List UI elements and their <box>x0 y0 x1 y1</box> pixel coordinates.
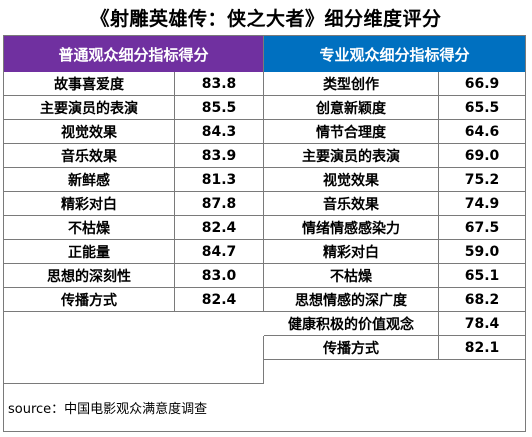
general-score-row: 故事喜爱度 83.8 <box>4 72 264 96</box>
professional-score-row: 创意新颖度 65.5 <box>264 96 525 120</box>
metric-name: 不枯燥 <box>4 216 175 239</box>
metric-score: 69.0 <box>464 147 500 164</box>
metric-score: 66.9 <box>464 75 500 92</box>
metric-name: 情节合理度 <box>264 120 439 143</box>
professional-score-row: 音乐效果 74.9 <box>264 192 525 216</box>
professional-audience-header: 专业观众细分指标得分 <box>264 36 525 72</box>
metric-score: 65.1 <box>464 267 500 284</box>
professional-score-row: 精彩对白 59.0 <box>264 240 525 264</box>
metric-score: 81.3 <box>175 168 264 191</box>
metric-name: 精彩对白 <box>264 240 439 263</box>
empty-cell <box>4 336 264 384</box>
metric-score: 84.3 <box>175 120 264 143</box>
metric-name: 健康积极的价值观念 <box>264 312 439 335</box>
metric-name: 故事喜爱度 <box>4 72 175 95</box>
professional-score-row: 类型创作 66.9 <box>264 72 525 96</box>
metric-score: 74.9 <box>464 195 500 212</box>
general-score-row: 传播方式 82.4 <box>4 288 264 312</box>
metric-score: 83.8 <box>175 72 264 95</box>
metric-score: 68.2 <box>464 291 500 308</box>
metric-score: 82.4 <box>175 216 264 239</box>
general-score-row: 视觉效果 84.3 <box>4 120 264 144</box>
general-audience-header: 普通观众细分指标得分 <box>4 36 264 72</box>
metric-score: 84.7 <box>175 240 264 263</box>
professional-score-row: 情节合理度 64.6 <box>264 120 525 144</box>
metric-score: 82.4 <box>175 288 264 311</box>
metric-score: 87.8 <box>175 192 264 215</box>
general-score-row: 思想的深刻性 83.0 <box>4 264 264 288</box>
metric-name: 传播方式 <box>4 288 175 311</box>
metric-score: 67.5 <box>464 219 500 236</box>
general-score-row: 精彩对白 87.8 <box>4 192 264 216</box>
metric-score: 83.9 <box>175 144 264 167</box>
metric-name: 传播方式 <box>264 336 439 359</box>
general-score-row: 不枯燥 82.4 <box>4 216 264 240</box>
general-score-row: 主要演员的表演 85.5 <box>4 96 264 120</box>
metric-score: 83.0 <box>175 264 264 287</box>
metric-score: 82.1 <box>464 339 500 356</box>
professional-score-row: 健康积极的价值观念 78.4 <box>264 312 525 336</box>
page-title: 《射雕英雄传：侠之大者》细分维度评分 <box>90 7 442 30</box>
metric-score: 65.5 <box>464 99 500 116</box>
metric-score: 59.0 <box>464 243 500 260</box>
professional-score-row: 情绪情感感染力 67.5 <box>264 216 525 240</box>
metric-name: 思想情感的深广度 <box>264 288 439 311</box>
metric-name: 视觉效果 <box>264 168 439 191</box>
metric-name: 思想的深刻性 <box>4 264 175 287</box>
metric-name: 不枯燥 <box>264 264 439 287</box>
metric-score: 75.2 <box>464 171 500 188</box>
score-table: 普通观众细分指标得分 专业观众细分指标得分 故事喜爱度 83.8 主要演员的表演 85… <box>3 35 526 432</box>
general-score-row: 正能量 84.7 <box>4 240 264 264</box>
general-score-row: 音乐效果 83.9 <box>4 144 264 168</box>
professional-score-row: 主要演员的表演 69.0 <box>264 144 525 168</box>
metric-name: 音乐效果 <box>264 192 439 215</box>
metric-name: 正能量 <box>4 240 175 263</box>
metric-name: 主要演员的表演 <box>264 144 439 167</box>
professional-score-row: 思想情感的深广度 68.2 <box>264 288 525 312</box>
professional-score-row: 视觉效果 75.2 <box>264 168 525 192</box>
source-note: source：中国电影观众满意度调查 <box>8 402 208 417</box>
metric-name: 创意新颖度 <box>264 96 439 119</box>
metric-score: 85.5 <box>175 96 264 119</box>
metric-name: 类型创作 <box>264 72 439 95</box>
metric-score: 78.4 <box>464 315 500 332</box>
metric-name: 音乐效果 <box>4 144 175 167</box>
general-score-row: 新鲜感 81.3 <box>4 168 264 192</box>
metric-name: 精彩对白 <box>4 192 175 215</box>
metric-name: 新鲜感 <box>4 168 175 191</box>
professional-score-row: 不枯燥 65.1 <box>264 264 525 288</box>
metric-score: 64.6 <box>464 123 500 140</box>
professional-score-row: 传播方式 82.1 <box>264 336 525 360</box>
metric-name: 视觉效果 <box>4 120 175 143</box>
metric-name: 主要演员的表演 <box>4 96 175 119</box>
metric-name: 情绪情感感染力 <box>264 216 439 239</box>
